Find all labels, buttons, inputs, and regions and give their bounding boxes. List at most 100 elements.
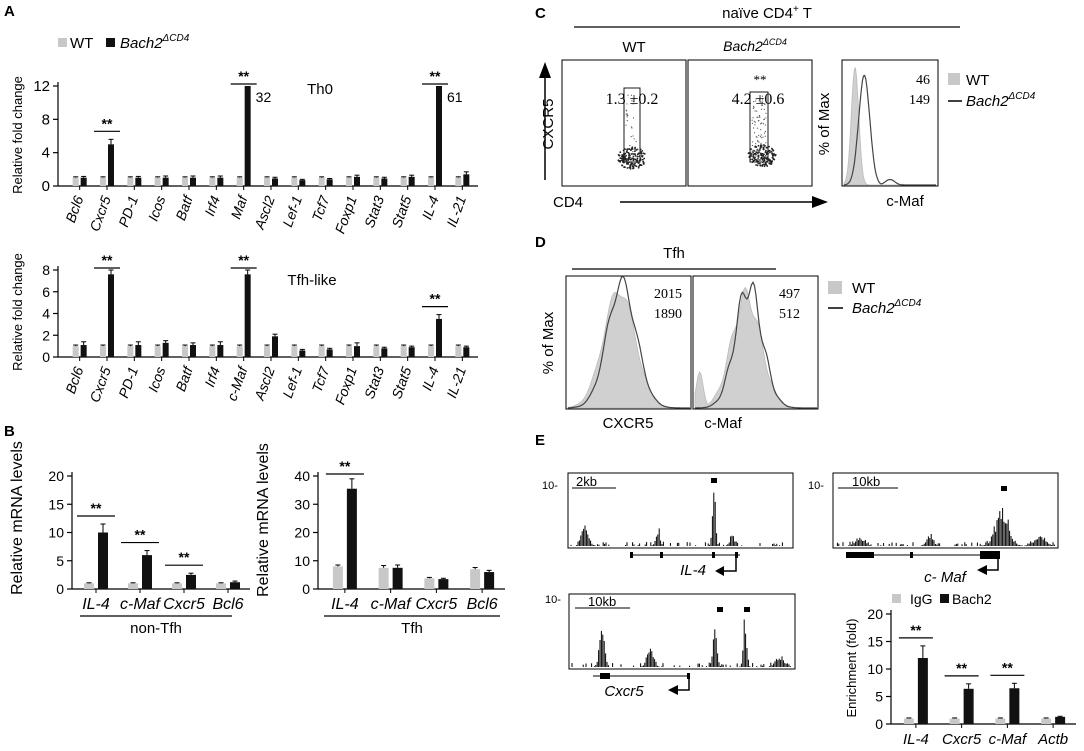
panel-c-wt-label: WT	[622, 39, 645, 56]
flow-dot	[623, 166, 625, 168]
flow-dot	[760, 144, 762, 146]
flow-gate-wt	[623, 87, 641, 163]
flow-dot	[752, 153, 754, 155]
significance-label: **	[1002, 659, 1013, 675]
x-category-label: IL-4	[903, 731, 929, 748]
flow-dot	[758, 99, 760, 101]
y-axis-label: Relative mRNA levels	[9, 441, 26, 595]
x-category-label: Maf	[227, 192, 251, 221]
flow-dot	[756, 159, 758, 162]
y-axis-label: Relative fold change	[10, 76, 25, 194]
flow-dot	[632, 117, 635, 119]
hist-d-yaxis: % of Max	[540, 311, 557, 374]
y-tick-label: 10	[294, 553, 310, 569]
flow-dot	[632, 135, 634, 137]
flow-dot	[634, 147, 636, 150]
flow-dot	[757, 157, 759, 160]
hist-d-cxcr5-mfi-wt: 2015	[654, 287, 682, 302]
x-category-label: IL-21	[443, 365, 469, 400]
bar-control	[72, 346, 79, 357]
bar-treatment	[484, 572, 495, 589]
flow-dot	[636, 155, 639, 158]
flow-dot	[759, 154, 761, 156]
bar-treatment	[190, 177, 196, 186]
legend-c-wt: WT	[966, 72, 989, 89]
panel-a-legend: WT Bach2ΔCD4	[58, 33, 190, 52]
x-category-label: c-Maf	[371, 596, 413, 613]
bar-treatment	[135, 177, 142, 186]
flow-dot	[630, 149, 632, 152]
bar-treatment	[230, 582, 240, 589]
flow-dot	[756, 127, 759, 129]
flow-dot	[765, 146, 768, 149]
flow-dot	[760, 123, 762, 125]
flow-value-wt: 1.3 ±0.2	[606, 91, 659, 108]
flow-dot	[639, 148, 642, 151]
flow-dot	[627, 156, 630, 159]
x-category-label: Bcl6	[62, 193, 86, 224]
flow-dot	[626, 103, 628, 105]
legend-e-bach2-swatch	[940, 594, 949, 603]
flow-dot	[628, 154, 630, 157]
x-category-label: Batf	[172, 192, 196, 223]
flow-dot	[770, 163, 773, 166]
y-tick-label: 8	[42, 262, 50, 278]
flow-dot	[635, 159, 638, 162]
flow-dot	[760, 156, 763, 159]
flow-dot	[632, 103, 634, 105]
bar-control	[182, 177, 188, 186]
flow-dot	[761, 158, 764, 161]
bar-treatment	[354, 346, 360, 357]
x-category-label: c-Maf	[989, 731, 1028, 748]
hist-d-xaxis-cxcr5: CXCR5	[603, 415, 654, 432]
x-category-label: PD-1	[115, 194, 141, 229]
bar-control	[428, 177, 434, 186]
significance-label: **	[238, 252, 249, 268]
bar-treatment	[217, 177, 224, 186]
bar-treatment	[162, 342, 169, 357]
group-label: Tfh	[401, 620, 423, 637]
flow-dot	[761, 165, 764, 167]
flow-dot	[754, 156, 756, 159]
flow-dot	[753, 132, 756, 134]
cxcr5-axis-label: CXCR5	[540, 99, 557, 150]
legend-wt-label: WT	[70, 35, 93, 52]
y-tick-label: 30	[294, 496, 310, 512]
track-cxcr5-frame	[568, 593, 796, 670]
flow-dot	[756, 116, 758, 118]
flow-dot	[759, 149, 761, 152]
flow-dot	[758, 134, 760, 136]
flow-dot	[632, 100, 635, 102]
flow-dot	[631, 162, 633, 165]
flow-dot	[759, 135, 761, 138]
chart-title: Th0	[307, 81, 333, 98]
flow-dot	[617, 159, 620, 162]
bar-treatment	[381, 178, 388, 186]
bar-treatment	[186, 574, 196, 589]
flow-dot	[760, 147, 762, 149]
x-category-label: Cxcr5	[163, 596, 205, 613]
flow-dot	[751, 119, 753, 121]
flow-dot	[626, 167, 629, 169]
y-tick-label: 5	[56, 553, 64, 569]
track-il4-signal	[570, 492, 783, 546]
bar-control	[400, 177, 407, 186]
flow-dot	[755, 154, 758, 156]
x-category-label: Ascl2	[251, 193, 278, 232]
flow-dot	[625, 113, 627, 115]
hist-d-cmaf-mfi-ko: 512	[779, 307, 800, 322]
flow-dot	[758, 141, 760, 143]
flow-dot	[753, 150, 755, 152]
track-cxcr5-signal	[571, 619, 791, 667]
flow-dot	[763, 118, 766, 120]
flow-dot	[637, 162, 640, 164]
bar-control	[100, 177, 106, 186]
bar-treatment	[272, 336, 278, 357]
panel-d: Tfh 2015 1890 497 512 % of Max CXCR5 c-M…	[540, 245, 922, 432]
bar-control	[128, 583, 138, 589]
flow-dot	[749, 158, 752, 161]
flow-dot	[754, 110, 756, 112]
hist-d-cxcr5-frame	[565, 275, 692, 410]
hist-d-cmaf-mfi-wt: 497	[779, 287, 800, 302]
y-axis-label: Enrichment (fold)	[844, 619, 859, 718]
